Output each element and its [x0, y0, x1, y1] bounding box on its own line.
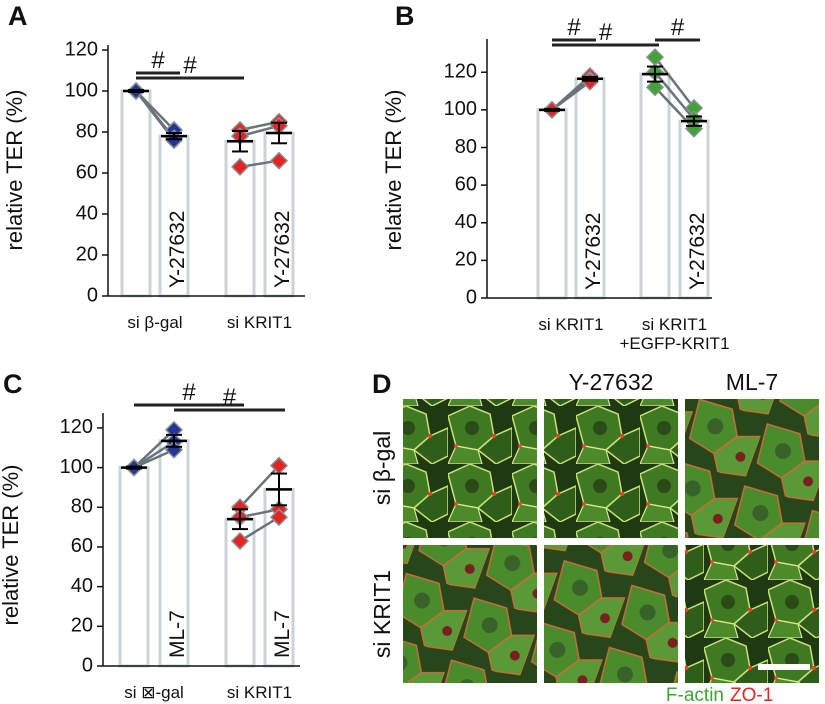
significance-label: #	[182, 379, 196, 406]
micrograph	[403, 399, 537, 538]
significance-label: #	[183, 52, 197, 79]
y-tick-label: 0	[466, 286, 477, 308]
replicate-link	[133, 448, 175, 469]
bar-label: ML-7	[166, 610, 189, 658]
group-label: si β-gal	[127, 313, 182, 332]
error-bar	[128, 88, 144, 94]
error-bar	[686, 115, 702, 127]
error-bar	[232, 508, 248, 531]
bar	[536, 108, 568, 300]
group-label: si KRIT1	[538, 315, 603, 334]
panel-letter: B	[395, 1, 415, 31]
micrograph	[544, 545, 678, 683]
bar	[158, 439, 190, 668]
y-tick-label: 80	[455, 136, 477, 158]
significance-label: #	[151, 47, 165, 74]
column-label: Y-27632	[569, 369, 654, 395]
bar-label: Y-27632	[166, 211, 189, 288]
y-axis-label: relative TER (%)	[0, 465, 23, 626]
data-point	[645, 78, 665, 97]
bar-label: Y-27632	[686, 213, 709, 290]
y-tick-label: 0	[82, 654, 93, 676]
bar-label: Y-27632	[271, 211, 294, 288]
micrograph	[685, 545, 819, 683]
panel-d: D Y-27632 ML-7 si β-gal si KRIT1 F-actin…	[369, 369, 819, 704]
row-label: si KRIT1	[369, 570, 395, 658]
y-tick-label: 20	[76, 243, 98, 265]
y-tick-label: 100	[60, 456, 93, 478]
panel-letter: D	[372, 369, 392, 399]
y-tick-label: 40	[76, 202, 98, 224]
y-tick-label: 0	[87, 284, 98, 306]
replicate-link	[239, 516, 280, 543]
error-bar	[166, 433, 182, 448]
replicate-link	[551, 80, 591, 111]
significance-label: #	[567, 14, 581, 41]
y-tick-label: 100	[444, 98, 477, 120]
bar	[120, 89, 152, 298]
micrograph	[544, 399, 678, 538]
group-label: si ⊠-gal	[124, 683, 184, 702]
y-tick-label: 120	[60, 416, 93, 438]
column-label: ML-7	[726, 369, 778, 395]
error-bar	[271, 121, 287, 145]
significance-label: #	[223, 384, 237, 411]
row-label: si β-gal	[369, 431, 395, 506]
error-bar	[271, 472, 287, 507]
y-tick-label: 60	[76, 161, 98, 183]
scale-bar	[758, 664, 810, 670]
error-bar	[232, 129, 248, 153]
panel-letter: A	[8, 1, 28, 31]
group-label: +EGFP-KRIT1	[619, 334, 729, 353]
y-axis-label: relative TER (%)	[2, 90, 27, 251]
error-bar	[647, 65, 663, 83]
bar	[639, 72, 671, 300]
data-point	[269, 508, 289, 527]
micrograph	[685, 399, 819, 538]
y-tick-label: 60	[455, 173, 477, 195]
bar-label: Y-27632	[582, 213, 605, 290]
y-tick-label: 120	[65, 38, 98, 60]
y-tick-label: 60	[71, 535, 93, 557]
error-bar	[126, 465, 142, 470]
y-tick-label: 120	[444, 61, 477, 83]
y-tick-label: 40	[455, 211, 477, 233]
group-label: si KRIT1	[642, 315, 707, 334]
y-tick-label: 100	[65, 79, 98, 101]
error-bar	[166, 132, 182, 141]
y-tick-label: 80	[76, 120, 98, 142]
data-point	[230, 157, 250, 176]
error-bar	[582, 75, 598, 82]
stain-label: ZO-1	[730, 685, 773, 704]
y-tick-label: 20	[455, 249, 477, 271]
replicate-link	[654, 71, 695, 121]
group-label: si KRIT1	[227, 313, 292, 332]
group-label: si KRIT1	[227, 683, 292, 702]
y-tick-label: 40	[71, 575, 93, 597]
data-point	[269, 151, 289, 170]
y-tick-label: 80	[71, 496, 93, 518]
significance-label: #	[671, 14, 685, 41]
y-axis-label: relative TER (%)	[381, 90, 406, 251]
replicate-link	[133, 428, 175, 469]
data-point	[230, 531, 250, 551]
bar-label: ML-7	[271, 610, 294, 658]
micrograph	[403, 545, 537, 683]
error-bar	[544, 107, 560, 112]
stain-label: F-actin	[666, 685, 724, 704]
bar	[118, 466, 150, 668]
bar	[224, 517, 256, 668]
y-tick-label: 20	[71, 615, 93, 637]
panel-letter: C	[3, 369, 23, 399]
significance-label: #	[599, 19, 613, 46]
